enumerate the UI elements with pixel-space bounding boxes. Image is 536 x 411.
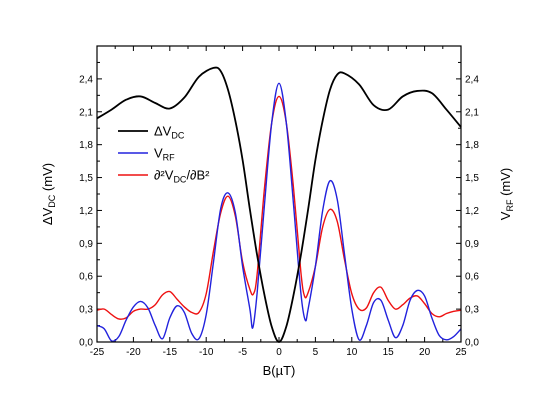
y-left-tick-label: 0,9 bbox=[79, 239, 93, 250]
x-axis-title: B(µT) bbox=[263, 363, 296, 378]
y-right-axis-title: VRF (mV) bbox=[498, 168, 515, 220]
y-right-tick-label: 0,6 bbox=[465, 272, 479, 283]
x-tick-label: 10 bbox=[346, 347, 358, 358]
legend-label-vrf: VRF bbox=[154, 146, 175, 163]
x-tick-label: 20 bbox=[419, 347, 431, 358]
tick-marks bbox=[96, 45, 462, 343]
x-tick-label: -15 bbox=[163, 347, 178, 358]
series-d2v-line bbox=[96, 95, 462, 320]
y-left-tick-label: 1,5 bbox=[79, 173, 93, 184]
legend-label-dvdc: ΔVDC bbox=[154, 124, 185, 141]
y-right-tick-label: 0,0 bbox=[465, 338, 479, 349]
y-right-tick-labels: 0,0 0,3 0,6 0,9 1,2 1,5 1,8 2,1 2,4 bbox=[465, 74, 479, 348]
x-tick-label: -20 bbox=[126, 347, 141, 358]
y-right-tick-label: 1,8 bbox=[465, 140, 479, 151]
x-tick-label: 0 bbox=[276, 347, 282, 358]
x-tick-label: -10 bbox=[199, 347, 214, 358]
x-tick-label: 5 bbox=[313, 347, 319, 358]
y-right-tick-label: 2,1 bbox=[465, 107, 479, 118]
x-tick-label: 15 bbox=[383, 347, 395, 358]
legend-label-d2v: ∂²VDC/∂B² bbox=[154, 168, 210, 185]
y-left-tick-label: 0,6 bbox=[79, 272, 93, 283]
series-curves bbox=[96, 66, 462, 343]
x-tick-label: -5 bbox=[238, 347, 247, 358]
x-tick-labels: -25 -20 -15 -10 -5 0 5 10 15 20 25 bbox=[90, 347, 467, 358]
x-tick-label: -25 bbox=[90, 347, 105, 358]
y-right-tick-label: 1,2 bbox=[465, 206, 479, 217]
y-left-axis-title: ΔVDC (mV) bbox=[40, 163, 57, 225]
y-left-tick-label: 1,2 bbox=[79, 206, 93, 217]
series-vrf-line bbox=[96, 82, 462, 342]
y-right-tick-label: 1,5 bbox=[465, 173, 479, 184]
legend: ΔVDC VRF ∂²VDC/∂B² bbox=[118, 124, 210, 185]
y-left-tick-label: 0,3 bbox=[79, 305, 93, 316]
x-tick-label: 25 bbox=[455, 347, 467, 358]
y-left-tick-label: 2,1 bbox=[79, 107, 93, 118]
y-right-tick-label: 0,9 bbox=[465, 239, 479, 250]
plot-frame bbox=[96, 45, 462, 343]
y-left-tick-label: 2,4 bbox=[79, 74, 93, 85]
y-left-tick-label: 1,8 bbox=[79, 140, 93, 151]
y-left-tick-label: 0,0 bbox=[79, 338, 93, 349]
y-right-tick-label: 2,4 bbox=[465, 74, 479, 85]
y-left-tick-labels: 0,0 0,3 0,6 0,9 1,2 1,5 1,8 2,1 2,4 bbox=[79, 74, 93, 348]
y-right-tick-label: 0,3 bbox=[465, 305, 479, 316]
